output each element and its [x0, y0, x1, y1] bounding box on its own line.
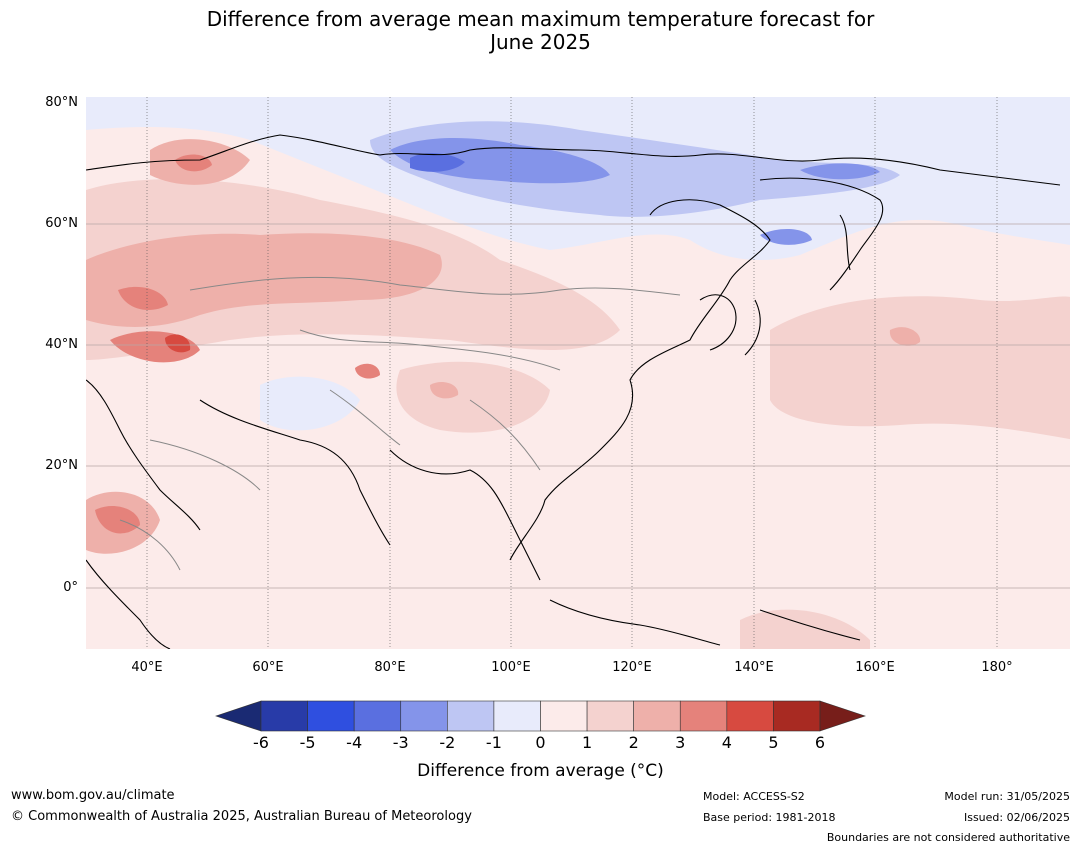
colorbar-label: Difference from average (°C)	[417, 761, 664, 781]
colorbar-segment	[447, 700, 495, 732]
lon-label-180: 180°	[981, 660, 1013, 675]
colorbar-segment	[679, 700, 728, 732]
lat-label-60n: 60°N	[45, 216, 78, 231]
colorbar-segment	[586, 700, 634, 732]
colorbar-tick-label: 4	[721, 733, 732, 752]
colorbar-tick-label: -3	[392, 733, 409, 752]
lat-label-20n: 20°N	[45, 458, 78, 473]
title-line-2: June 2025	[490, 30, 591, 54]
chart-title: Difference from average mean maximum tem…	[0, 8, 1081, 54]
anomaly-siberia-east	[800, 163, 880, 180]
colorbar-tick-label: 1	[581, 733, 593, 752]
colorbar-tick-label: -2	[439, 733, 456, 752]
website-link[interactable]: www.bom.gov.au/climate	[11, 788, 175, 803]
title-line-1: Difference from average mean maximum tem…	[206, 7, 875, 31]
colorbar-segment	[400, 700, 448, 732]
lon-label-60e: 60°E	[252, 660, 284, 675]
anomaly-siberia-strong	[390, 138, 610, 184]
colorbar-segment	[307, 700, 355, 732]
anomaly-png	[740, 609, 870, 649]
colorbar-under-arrow	[215, 700, 262, 732]
anomaly-pacific-spot	[889, 327, 921, 346]
forecast-map	[86, 97, 1070, 649]
lon-label-80e: 80°E	[374, 660, 406, 675]
lon-label-160e: 160°E	[855, 660, 895, 675]
colorbar-segment	[493, 700, 541, 732]
latitude-lines	[86, 223, 1070, 589]
disclaimer-text: Boundaries are not considered authoritat…	[826, 831, 1070, 844]
colorbar-tick-label: 6	[814, 733, 826, 752]
model-run-text: Model run: 31/05/2025	[944, 790, 1070, 803]
lon-label-120e: 120°E	[612, 660, 652, 675]
lat-label-0: 0°	[63, 580, 78, 595]
colorbar-tick-label: -4	[346, 733, 363, 752]
anomaly-tibet-spot	[430, 381, 459, 399]
colorbar-segment	[773, 700, 821, 732]
coastlines	[86, 134, 1061, 649]
colorbar-tick-label: 3	[675, 733, 686, 752]
model-text: Model: ACCESS-S2	[703, 790, 805, 803]
colorbar-segment	[353, 700, 402, 732]
anomaly-caucasus-core	[165, 334, 191, 353]
colorbar-tick-label: 5	[768, 733, 779, 752]
anomaly-north-pacific	[770, 296, 1070, 440]
lon-label-100e: 100°E	[491, 660, 531, 675]
lon-label-40e: 40°E	[131, 660, 163, 675]
colorbar-tick-label: 0	[535, 733, 546, 752]
anomaly-caspian-west	[118, 286, 168, 310]
colorbar-over-arrow	[819, 700, 866, 732]
colorbar-tick-label: -1	[485, 733, 502, 752]
anomaly-iran	[260, 376, 360, 431]
colorbar-segment	[540, 700, 588, 732]
copyright-text: © Commonwealth of Australia 2025, Austra…	[11, 809, 472, 824]
anomaly-east-africa-core	[95, 505, 140, 534]
country-borders	[119, 276, 681, 571]
colorbar-tick-label: -6	[253, 733, 269, 752]
colorbar-segment	[633, 700, 681, 732]
lat-label-40n: 40°N	[45, 337, 78, 352]
lat-label-80n: 80°N	[45, 95, 78, 110]
lon-label-140e: 140°E	[734, 660, 774, 675]
colorbar-segment	[726, 700, 774, 732]
colorbar-segment	[260, 700, 308, 732]
anomaly-okhotsk	[760, 228, 812, 245]
colorbar-tick-label: 2	[628, 733, 639, 752]
anomaly-siberia-core	[410, 153, 465, 172]
issued-text: Issued: 02/06/2025	[963, 811, 1070, 824]
anomaly-tibet	[396, 361, 550, 433]
base-period-text: Base period: 1981-2018	[703, 811, 836, 824]
colorbar-tick-label: -5	[299, 733, 316, 752]
colorbar-segments	[215, 700, 866, 732]
anomaly-kashmir	[355, 363, 380, 379]
